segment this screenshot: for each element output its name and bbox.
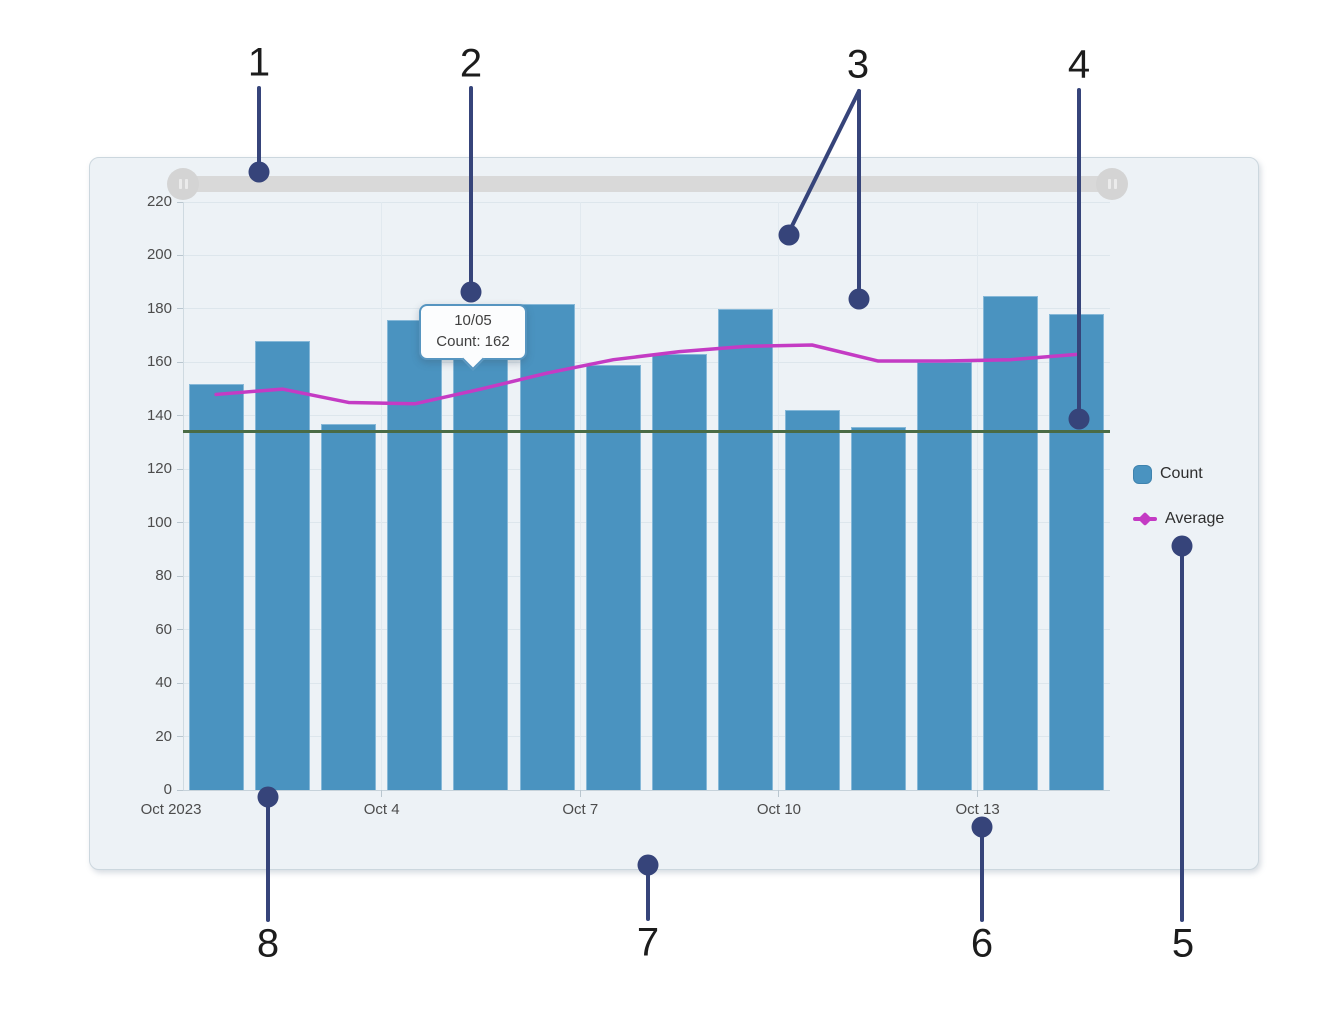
- grip-pause-icon: [1107, 179, 1111, 189]
- y-axis-tick-label: 160: [146, 353, 172, 371]
- y-axis-tick: [177, 308, 183, 310]
- bar[interactable]: [585, 365, 641, 790]
- legend-item-count: Count: [1133, 464, 1203, 484]
- y-axis-tick: [177, 789, 183, 791]
- y-axis-tick: [177, 415, 183, 417]
- gridline-horizontal: [183, 736, 1110, 738]
- y-axis-tick: [177, 201, 183, 203]
- guide-line: [183, 430, 1110, 434]
- y-axis-tick-label: 80: [155, 567, 172, 585]
- scrollbar-left-handle[interactable]: [167, 168, 199, 200]
- legend-label: Average: [1165, 510, 1225, 527]
- gridline-vertical: [381, 202, 383, 790]
- bar[interactable]: [652, 354, 708, 790]
- bar[interactable]: [983, 295, 1039, 790]
- grip-pause-icon: [184, 179, 188, 189]
- y-axis-tick: [177, 361, 183, 363]
- gridline-horizontal: [183, 468, 1110, 470]
- callout-number-6: 6: [970, 921, 994, 966]
- bar[interactable]: [1049, 314, 1105, 790]
- y-axis-tick-label: 200: [146, 246, 172, 264]
- bar[interactable]: [387, 319, 443, 790]
- x-axis-tick: [778, 790, 780, 797]
- x-axis-tick-label: Oct 2023: [140, 801, 202, 818]
- chart-scrollbar-track[interactable]: [185, 176, 1112, 192]
- bar[interactable]: [718, 308, 774, 790]
- legend-label: Count: [1160, 465, 1203, 482]
- callout-number-8: 8: [256, 921, 280, 966]
- gridline-horizontal: [183, 629, 1110, 631]
- scrollbar-right-handle[interactable]: [1096, 168, 1128, 200]
- y-axis-tick: [177, 682, 183, 684]
- bar[interactable]: [321, 423, 377, 790]
- y-axis-tick-label: 40: [155, 674, 172, 692]
- gridline-horizontal: [183, 415, 1110, 417]
- gridline-horizontal: [183, 789, 1110, 791]
- gridline-vertical: [977, 202, 979, 790]
- x-axis-tick: [381, 790, 383, 797]
- bar[interactable]: [254, 340, 310, 790]
- y-axis-tick: [177, 522, 183, 524]
- gridline-horizontal: [183, 308, 1110, 310]
- y-axis-tick-label: 60: [155, 620, 172, 638]
- y-axis-tick-label: 140: [146, 406, 172, 424]
- bar[interactable]: [850, 426, 906, 790]
- gridline-horizontal: [183, 201, 1110, 203]
- gridline-vertical: [778, 202, 780, 790]
- gridline-horizontal: [183, 254, 1110, 256]
- y-axis-tick: [177, 736, 183, 738]
- y-axis-tick-label: 20: [155, 727, 172, 745]
- callout-number-5: 5: [1171, 921, 1195, 966]
- legend-item-average: Average: [1133, 509, 1224, 529]
- y-axis-tick: [177, 629, 183, 631]
- callout-number-7: 7: [636, 920, 660, 965]
- bar[interactable]: [453, 357, 509, 790]
- tooltip: 10/05 Count: 162: [419, 304, 527, 371]
- gridline-horizontal: [183, 522, 1110, 524]
- callout-number-4: 4: [1067, 42, 1091, 87]
- bar[interactable]: [916, 362, 972, 790]
- callout-number-3: 3: [846, 42, 870, 87]
- y-axis-tick-label: 120: [146, 460, 172, 478]
- callout-number-1: 1: [247, 40, 271, 85]
- y-axis-tick: [177, 254, 183, 256]
- y-axis-tick-label: 100: [146, 513, 172, 531]
- gridline-horizontal: [183, 682, 1110, 684]
- grip-pause-icon: [1113, 179, 1117, 189]
- y-axis-tick-label: 180: [146, 299, 172, 317]
- legend-line-swatch-icon: [1133, 511, 1157, 527]
- x-axis-tick-label: Oct 10: [756, 801, 802, 818]
- grip-pause-icon: [178, 179, 182, 189]
- x-axis-tick-label: Oct 4: [363, 801, 400, 818]
- diamond-marker-icon: [1137, 511, 1153, 527]
- x-axis-tick: [977, 790, 979, 797]
- legend-bar-swatch-icon: [1133, 464, 1152, 484]
- gridline-horizontal: [183, 575, 1110, 577]
- bar[interactable]: [519, 303, 575, 790]
- bar[interactable]: [188, 383, 244, 790]
- bar[interactable]: [784, 410, 840, 790]
- x-axis-tick-label: Oct 7: [562, 801, 599, 818]
- x-axis-tick: [579, 790, 581, 797]
- y-axis-tick-label: 0: [163, 781, 172, 798]
- callout-number-2: 2: [459, 41, 483, 86]
- tooltip-title: 10/05: [454, 312, 492, 329]
- y-axis-tick: [177, 575, 183, 577]
- y-axis-tick: [177, 468, 183, 470]
- y-axis-line: [183, 202, 184, 790]
- y-axis-tick-label: 220: [146, 193, 172, 210]
- x-axis-tick-label: Oct 13: [955, 801, 1000, 818]
- gridline-vertical: [579, 202, 581, 790]
